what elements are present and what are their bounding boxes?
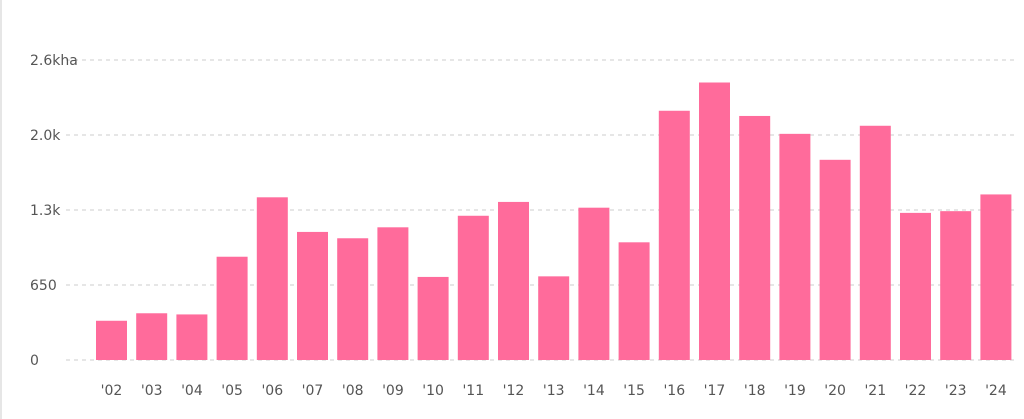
bar-16[interactable] [658,110,690,361]
y-tick-label: 0 [30,353,39,369]
x-tick-label: '12 [503,383,525,399]
x-tick-label: '24 [985,383,1007,399]
x-tick-label: '13 [543,383,565,399]
bar-06[interactable] [256,197,288,360]
y-tick-label: 2.0k [30,128,61,144]
left-border [0,0,2,419]
x-tick-label: '23 [945,383,967,399]
x-tick-label: '18 [744,383,766,399]
bar-21[interactable] [859,125,891,361]
bar-09[interactable] [377,227,409,360]
x-tick-label: '22 [905,383,927,399]
bar-05[interactable] [216,256,248,360]
y-tick-label: 2.6kha [30,53,78,69]
bar-18[interactable] [739,115,771,360]
bar-23[interactable] [940,211,972,360]
x-tick-label: '14 [583,383,605,399]
bar-22[interactable] [900,212,931,360]
bar-02[interactable] [96,320,127,360]
bar-04[interactable] [176,314,208,360]
x-tick-label: '04 [181,383,203,399]
bar-07[interactable] [297,231,328,360]
y-tick-label: 650 [30,278,57,294]
bar-19[interactable] [779,133,811,360]
x-tick-label: '08 [342,383,364,399]
x-tick-label: '15 [623,383,645,399]
y-tick-label: 1.3k [30,203,61,219]
bar-11[interactable] [457,215,489,360]
x-tick-label: '07 [302,383,324,399]
x-tick-label: '06 [261,383,283,399]
x-tick-label: '02 [101,383,123,399]
bar-10[interactable] [417,276,449,360]
bar-13[interactable] [538,276,570,360]
x-tick-label: '11 [462,383,484,399]
bar-03[interactable] [136,313,168,360]
x-tick-label: '09 [382,383,404,399]
bar-08[interactable] [337,238,369,360]
x-tick-label: '20 [824,383,846,399]
x-tick-label: '17 [704,383,726,399]
bar-12[interactable] [498,201,529,360]
bar-17[interactable] [699,82,730,361]
x-tick-label: '19 [784,383,806,399]
bar-14[interactable] [578,207,610,360]
x-tick-label: '16 [663,383,685,399]
x-tick-label: '21 [864,383,886,399]
x-tick-label: '03 [141,383,163,399]
bar-15[interactable] [618,242,650,360]
x-tick-label: '05 [221,383,243,399]
bar-24[interactable] [980,194,1012,360]
x-tick-label: '10 [422,383,444,399]
bar-20[interactable] [819,159,851,360]
